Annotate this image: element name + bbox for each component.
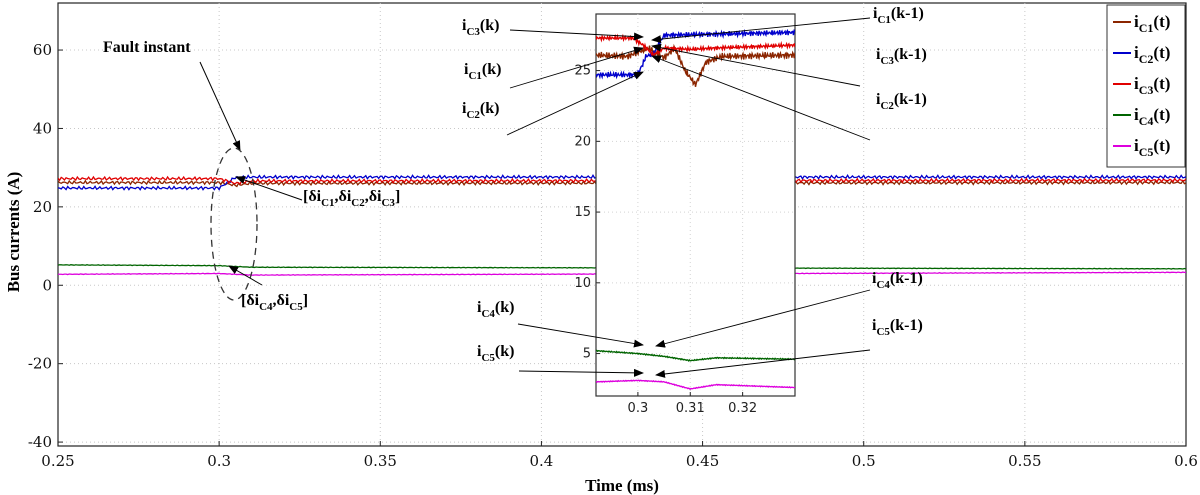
legend-label: iC3(t) xyxy=(1134,74,1170,97)
x-tick-label: 0.4 xyxy=(529,452,553,470)
y-axis-title: Bus currents (A) xyxy=(4,172,23,293)
inset-annotations: iC3(k) iC1(k) iC2(k) iC1(k-1) iC3(k-1) iC2(k-… xyxy=(462,5,927,378)
x-tick-label: 0.35 xyxy=(364,452,397,470)
delta-45-arrow xyxy=(228,265,263,286)
inset-series-line-iC2(t) xyxy=(596,28,795,80)
inset-series-line-iC3(t) xyxy=(596,33,795,57)
inset-x-ticks: 0.3 0.31 0.32 xyxy=(628,392,757,416)
arrow-ic4k xyxy=(517,323,644,348)
x-tick-label: 0.5 xyxy=(852,452,876,470)
inset-y-tick-label: 20 xyxy=(574,134,591,149)
legend: iC1(t) iC2(t) iC3(t) iC4(t) iC5(t) xyxy=(1106,4,1186,168)
legend-item: iC2(t) xyxy=(1113,43,1170,66)
arrow-ic2km1 xyxy=(651,55,871,141)
arrow-ic4km1 xyxy=(655,289,871,348)
delta-123-label: [δiC1,δiC2,δiC3] xyxy=(303,188,400,209)
inset-x-tick-label: 0.32 xyxy=(728,401,757,416)
main-annotations: Fault instant [δiC1,δiC2,δiC3] [δiC4,δiC… xyxy=(103,39,400,313)
fault-instant-arrow xyxy=(199,61,241,151)
legend-label: iC4(t) xyxy=(1134,105,1170,128)
inset-series-group xyxy=(596,28,795,391)
inset-series-line-iC5(t) xyxy=(596,379,795,391)
inset-series-line-iC4(t) xyxy=(596,349,795,362)
annotation-ic4k: iC4(k) xyxy=(477,299,514,320)
legend-item: iC1(t) xyxy=(1113,12,1170,35)
y-tick-label: 60 xyxy=(33,41,52,59)
arrow-ic3k xyxy=(509,29,644,41)
inset-y-tick-label: 15 xyxy=(574,205,591,220)
annotation-ic3km1: iC3(k-1) xyxy=(876,46,927,67)
y-axis-ticks: -40 -20 0 20 40 60 xyxy=(28,41,63,451)
legend-item: iC4(t) xyxy=(1113,105,1170,128)
annotation-ic3k: iC3(k) xyxy=(462,17,499,38)
x-tick-label: 0.6 xyxy=(1174,452,1198,470)
annotation-ic1k: iC1(k) xyxy=(464,61,501,82)
x-tick-label: 0.55 xyxy=(1008,452,1041,470)
x-tick-label: 0.25 xyxy=(41,452,74,470)
arrow-ic5k xyxy=(518,368,644,377)
y-tick-label: 20 xyxy=(33,198,52,216)
inset-x-tick-label: 0.31 xyxy=(676,401,705,416)
legend-item: iC5(t) xyxy=(1113,136,1170,159)
x-axis-title: Time (ms) xyxy=(585,476,659,495)
legend-item: iC3(t) xyxy=(1113,74,1170,97)
annotation-ic5km1: iC5(k-1) xyxy=(872,317,923,338)
fault-instant-label: Fault instant xyxy=(103,39,191,56)
annotation-ic5k: iC5(k) xyxy=(477,343,514,364)
x-tick-label: 0.45 xyxy=(686,452,719,470)
legend-label: iC5(t) xyxy=(1134,136,1170,159)
y-tick-label: 40 xyxy=(33,119,52,137)
arrow-ic2k xyxy=(506,71,644,136)
delta-123-arrow xyxy=(235,176,303,201)
inset-series-line-iC1(t) xyxy=(596,43,795,87)
legend-box xyxy=(1106,4,1186,168)
y-tick-label: -40 xyxy=(28,433,52,451)
arrow-ic1km1 xyxy=(651,17,871,44)
inset-x-tick-label: 0.3 xyxy=(628,401,649,416)
legend-label: iC1(t) xyxy=(1134,12,1170,35)
fault-ellipse xyxy=(210,147,258,301)
y-tick-label: 0 xyxy=(42,276,52,294)
arrow-ic1k xyxy=(509,46,644,89)
delta-45-label: [δiC4,δiC5] xyxy=(241,292,308,313)
annotation-ic4km1: iC4(k-1) xyxy=(872,270,923,291)
annotation-ic1km1: iC1(k-1) xyxy=(873,5,924,26)
inset-y-tick-label: 5 xyxy=(583,347,591,362)
y-tick-label: -20 xyxy=(28,355,52,373)
x-tick-label: 0.3 xyxy=(207,452,231,470)
arrow-ic5km1 xyxy=(655,349,871,378)
legend-items: iC1(t) iC2(t) iC3(t) iC4(t) iC5(t) xyxy=(1113,12,1170,159)
arrow-ic3km1 xyxy=(651,43,861,87)
x-axis-ticks: 0.25 0.3 0.35 0.4 0.45 0.5 0.55 0.6 xyxy=(41,441,1198,470)
inset-y-tick-label: 10 xyxy=(574,276,591,291)
inset-frame xyxy=(595,13,796,397)
legend-label: iC2(t) xyxy=(1134,43,1170,66)
annotation-ic2k: iC2(k) xyxy=(462,100,499,121)
annotation-ic2km1: iC2(k-1) xyxy=(876,91,927,112)
